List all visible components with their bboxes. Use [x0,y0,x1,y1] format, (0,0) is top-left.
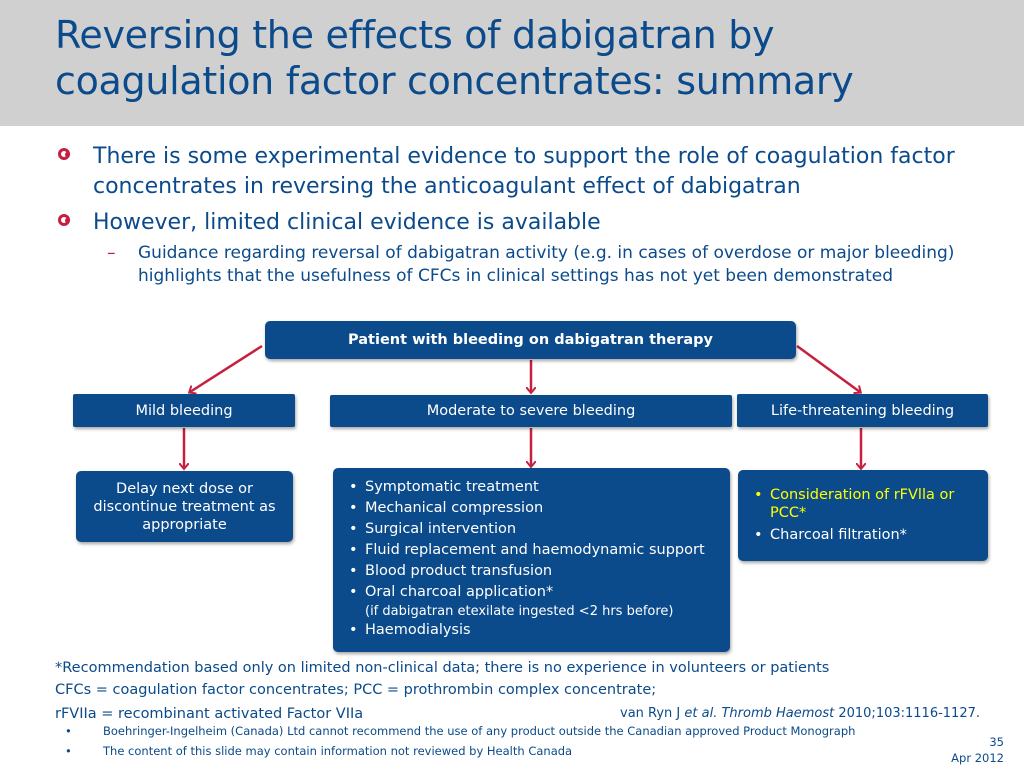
reference-citation: van Ryn J et al. Thromb Haemost 2010;103… [620,706,980,721]
list-item: Symptomatic treatment [339,477,724,498]
slide-title: Reversing the effects of dabigatran by c… [55,13,854,103]
bullet-item: However, limited clinical evidence is av… [55,208,955,238]
sub-bullet-text: Guidance regarding reversal of dabigatra… [138,243,955,286]
footnote-rfviia: rFVIIa = recombinant activated Factor VI… [55,706,364,722]
footnote-recommendation: *Recommendation based only on limited no… [55,660,830,676]
mild-action-text: Delay next dose or discontinue treatment… [93,480,276,533]
moderate-action-box: Symptomatic treatment Mechanical compres… [333,468,730,652]
mild-action-box: Delay next dose or discontinue treatment… [76,471,293,542]
bullet-item: There is some experimental evidence to s… [55,142,955,202]
bullet-text: However, limited clinical evidence is av… [93,210,601,235]
flow-top-label: Patient with bleeding on dabigatran ther… [348,332,713,348]
disclaimer-text: The content of this slide may contain in… [103,744,573,758]
moderate-action-list: Symptomatic treatment Mechanical compres… [339,477,724,641]
list-item: Consideration of rFVlla or PCC* [744,486,978,522]
reference-author: van Ryn J [620,706,685,721]
reference-journal: et al. Thromb Haemost [684,706,835,721]
mild-bleeding-box: Mild bleeding [73,394,295,427]
charcoal-note: (if dabigatran etexilate ingested <2 hrs… [365,604,674,619]
bullet-icon [58,148,70,160]
list-item: Surgical intervention [339,519,724,540]
disclaimer-text: Boehringer-Ingelheim (Canada) Ltd cannot… [103,724,856,738]
small-bullet-icon: • [65,724,72,738]
bullet-icon [58,214,70,226]
life-action-box: Consideration of rFVlla or PCC* Charcoal… [738,470,988,561]
list-item: Charcoal filtration* [744,525,978,546]
dash-icon: – [107,243,116,263]
moderate-bleeding-box: Moderate to severe bleeding [330,395,732,427]
reference-details: 2010;103:1116-1127. [834,706,980,721]
arrow-to-mild [190,344,263,392]
bullet-list: There is some experimental evidence to s… [55,142,955,288]
mild-bleeding-label: Mild bleeding [135,402,233,419]
list-item: Mechanical compression [339,498,724,519]
list-item: Haemodialysis [339,620,724,641]
list-item: Oral charcoal application* (if dabigatra… [339,582,724,620]
life-threatening-box: Life-threatening bleeding [737,394,988,427]
bullet-text: There is some experimental evidence to s… [93,144,955,199]
list-item: Blood product transfusion [339,561,724,582]
title-bar: Reversing the effects of dabigatran by c… [0,0,1024,126]
life-action-list: Consideration of rFVlla or PCC* Charcoal… [744,486,978,546]
charcoal-item-text: Oral charcoal application* [365,584,554,600]
arrow-to-life [796,344,860,392]
list-item: Fluid replacement and haemodynamic suppo… [339,540,724,561]
footnote-abbreviations: CFCs = coagulation factor concentrates; … [55,682,657,698]
moderate-bleeding-label: Moderate to severe bleeding [426,403,636,419]
page-info: 35 Apr 2012 [951,734,1004,766]
slide-date: Apr 2012 [951,751,1004,765]
small-bullet-icon: • [65,744,72,758]
flow-top-box: Patient with bleeding on dabigatran ther… [265,321,796,359]
page-number: 35 [989,735,1004,749]
life-threatening-label: Life-threatening bleeding [770,402,955,419]
sub-bullet-item: – Guidance regarding reversal of dabigat… [55,242,955,288]
